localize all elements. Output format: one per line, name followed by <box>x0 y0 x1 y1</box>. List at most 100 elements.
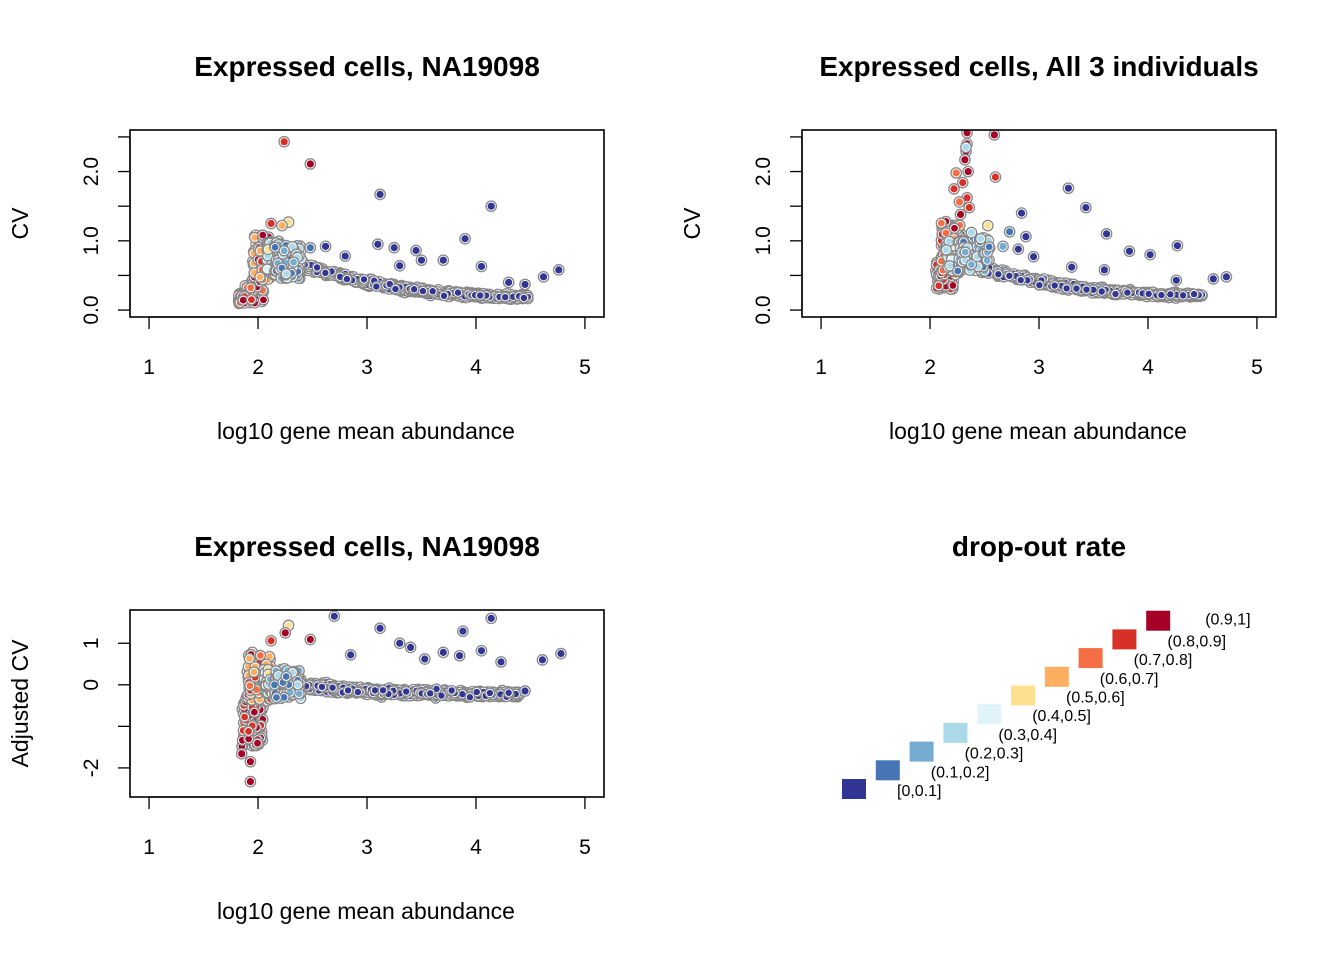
data-point <box>256 273 264 281</box>
x-tick-label: 5 <box>579 356 591 379</box>
data-point <box>962 143 970 151</box>
data-point <box>945 237 953 245</box>
data-point <box>949 282 957 289</box>
data-point <box>1029 253 1038 261</box>
data-points <box>232 135 565 310</box>
data-point <box>995 271 1002 278</box>
data-point <box>968 261 975 268</box>
data-point <box>476 292 484 299</box>
data-point <box>950 185 958 193</box>
x-tick-label: 3 <box>361 356 373 379</box>
data-point <box>477 262 486 271</box>
data-point <box>963 130 971 137</box>
data-point <box>247 284 255 292</box>
data-point <box>390 244 398 252</box>
data-point <box>396 262 404 270</box>
data-point <box>313 264 321 271</box>
data-point <box>1167 291 1174 298</box>
data-point <box>935 282 943 290</box>
data-point <box>376 190 384 199</box>
data-point <box>321 242 330 250</box>
data-point <box>977 235 985 243</box>
data-point <box>1073 285 1080 292</box>
panel-title: Expressed cells, NA19098 <box>194 531 540 562</box>
data-point <box>1146 251 1154 259</box>
data-point <box>502 293 509 301</box>
data-point <box>341 252 349 260</box>
data-point <box>955 198 964 206</box>
x-tick-label: 4 <box>1142 356 1154 379</box>
data-point <box>1190 290 1198 298</box>
x-tick-label: 4 <box>470 356 482 379</box>
data-point <box>1145 290 1152 298</box>
data-point <box>417 256 426 264</box>
data-point <box>259 231 267 239</box>
data-point <box>1036 281 1043 289</box>
x-tick-label: 1 <box>143 356 155 379</box>
y-axis-label: CV <box>679 207 705 240</box>
data-point <box>942 246 950 254</box>
data-point <box>1005 228 1014 236</box>
data-point <box>946 262 954 270</box>
data-point <box>1179 292 1187 299</box>
data-point <box>1082 203 1090 212</box>
data-point <box>439 256 447 264</box>
data-point <box>1064 184 1073 192</box>
data-point <box>1014 245 1022 253</box>
data-point <box>1222 273 1231 281</box>
y-tick-label: 2.0 <box>752 157 775 186</box>
data-point <box>1158 291 1165 299</box>
data-point <box>306 160 314 168</box>
data-point <box>505 278 513 286</box>
data-point <box>937 219 945 227</box>
data-point <box>290 258 297 266</box>
x-tick-label: 2 <box>924 356 936 379</box>
x-tick-label: 2 <box>252 356 264 379</box>
data-point <box>440 292 448 300</box>
data-point <box>999 242 1007 250</box>
y-tick-label: 1.0 <box>752 226 775 255</box>
data-point <box>1102 230 1111 238</box>
data-point <box>251 234 259 241</box>
data-point <box>263 265 271 273</box>
data-point <box>555 266 563 274</box>
panel-title: Expressed cells, NA19098 <box>194 51 540 82</box>
data-point <box>956 210 965 219</box>
data-point <box>1209 275 1217 283</box>
y-tick-label: 0.0 <box>752 295 775 324</box>
data-point <box>1112 290 1119 298</box>
data-point <box>280 247 288 255</box>
data-point <box>1063 285 1070 292</box>
data-point <box>963 194 971 202</box>
data-point <box>1017 276 1024 284</box>
x-tick-label: 3 <box>1033 356 1045 379</box>
data-point <box>1173 242 1181 250</box>
data-point <box>521 280 529 289</box>
data-point <box>374 240 382 248</box>
data-point <box>942 229 950 237</box>
data-point <box>1098 288 1105 295</box>
data-points <box>930 130 1233 304</box>
y-axis-label: CV <box>7 207 33 240</box>
data-point <box>983 257 991 264</box>
data-point <box>1068 263 1076 271</box>
data-point <box>990 131 998 139</box>
data-point <box>1022 233 1030 241</box>
data-point <box>1125 247 1134 255</box>
x-axis: 1 2 3 4 5 <box>143 316 591 379</box>
data-point <box>991 173 1000 181</box>
y-axis: 0.0 1.0 2.0 <box>752 136 803 325</box>
x-tick-label: 1 <box>815 356 827 379</box>
data-point <box>260 296 267 304</box>
data-point <box>288 243 296 251</box>
data-point <box>278 221 286 230</box>
data-point <box>280 138 288 146</box>
data-point <box>985 243 993 251</box>
data-point <box>1017 209 1026 217</box>
y-tick-label: 2.0 <box>80 157 103 186</box>
data-point <box>271 243 279 251</box>
